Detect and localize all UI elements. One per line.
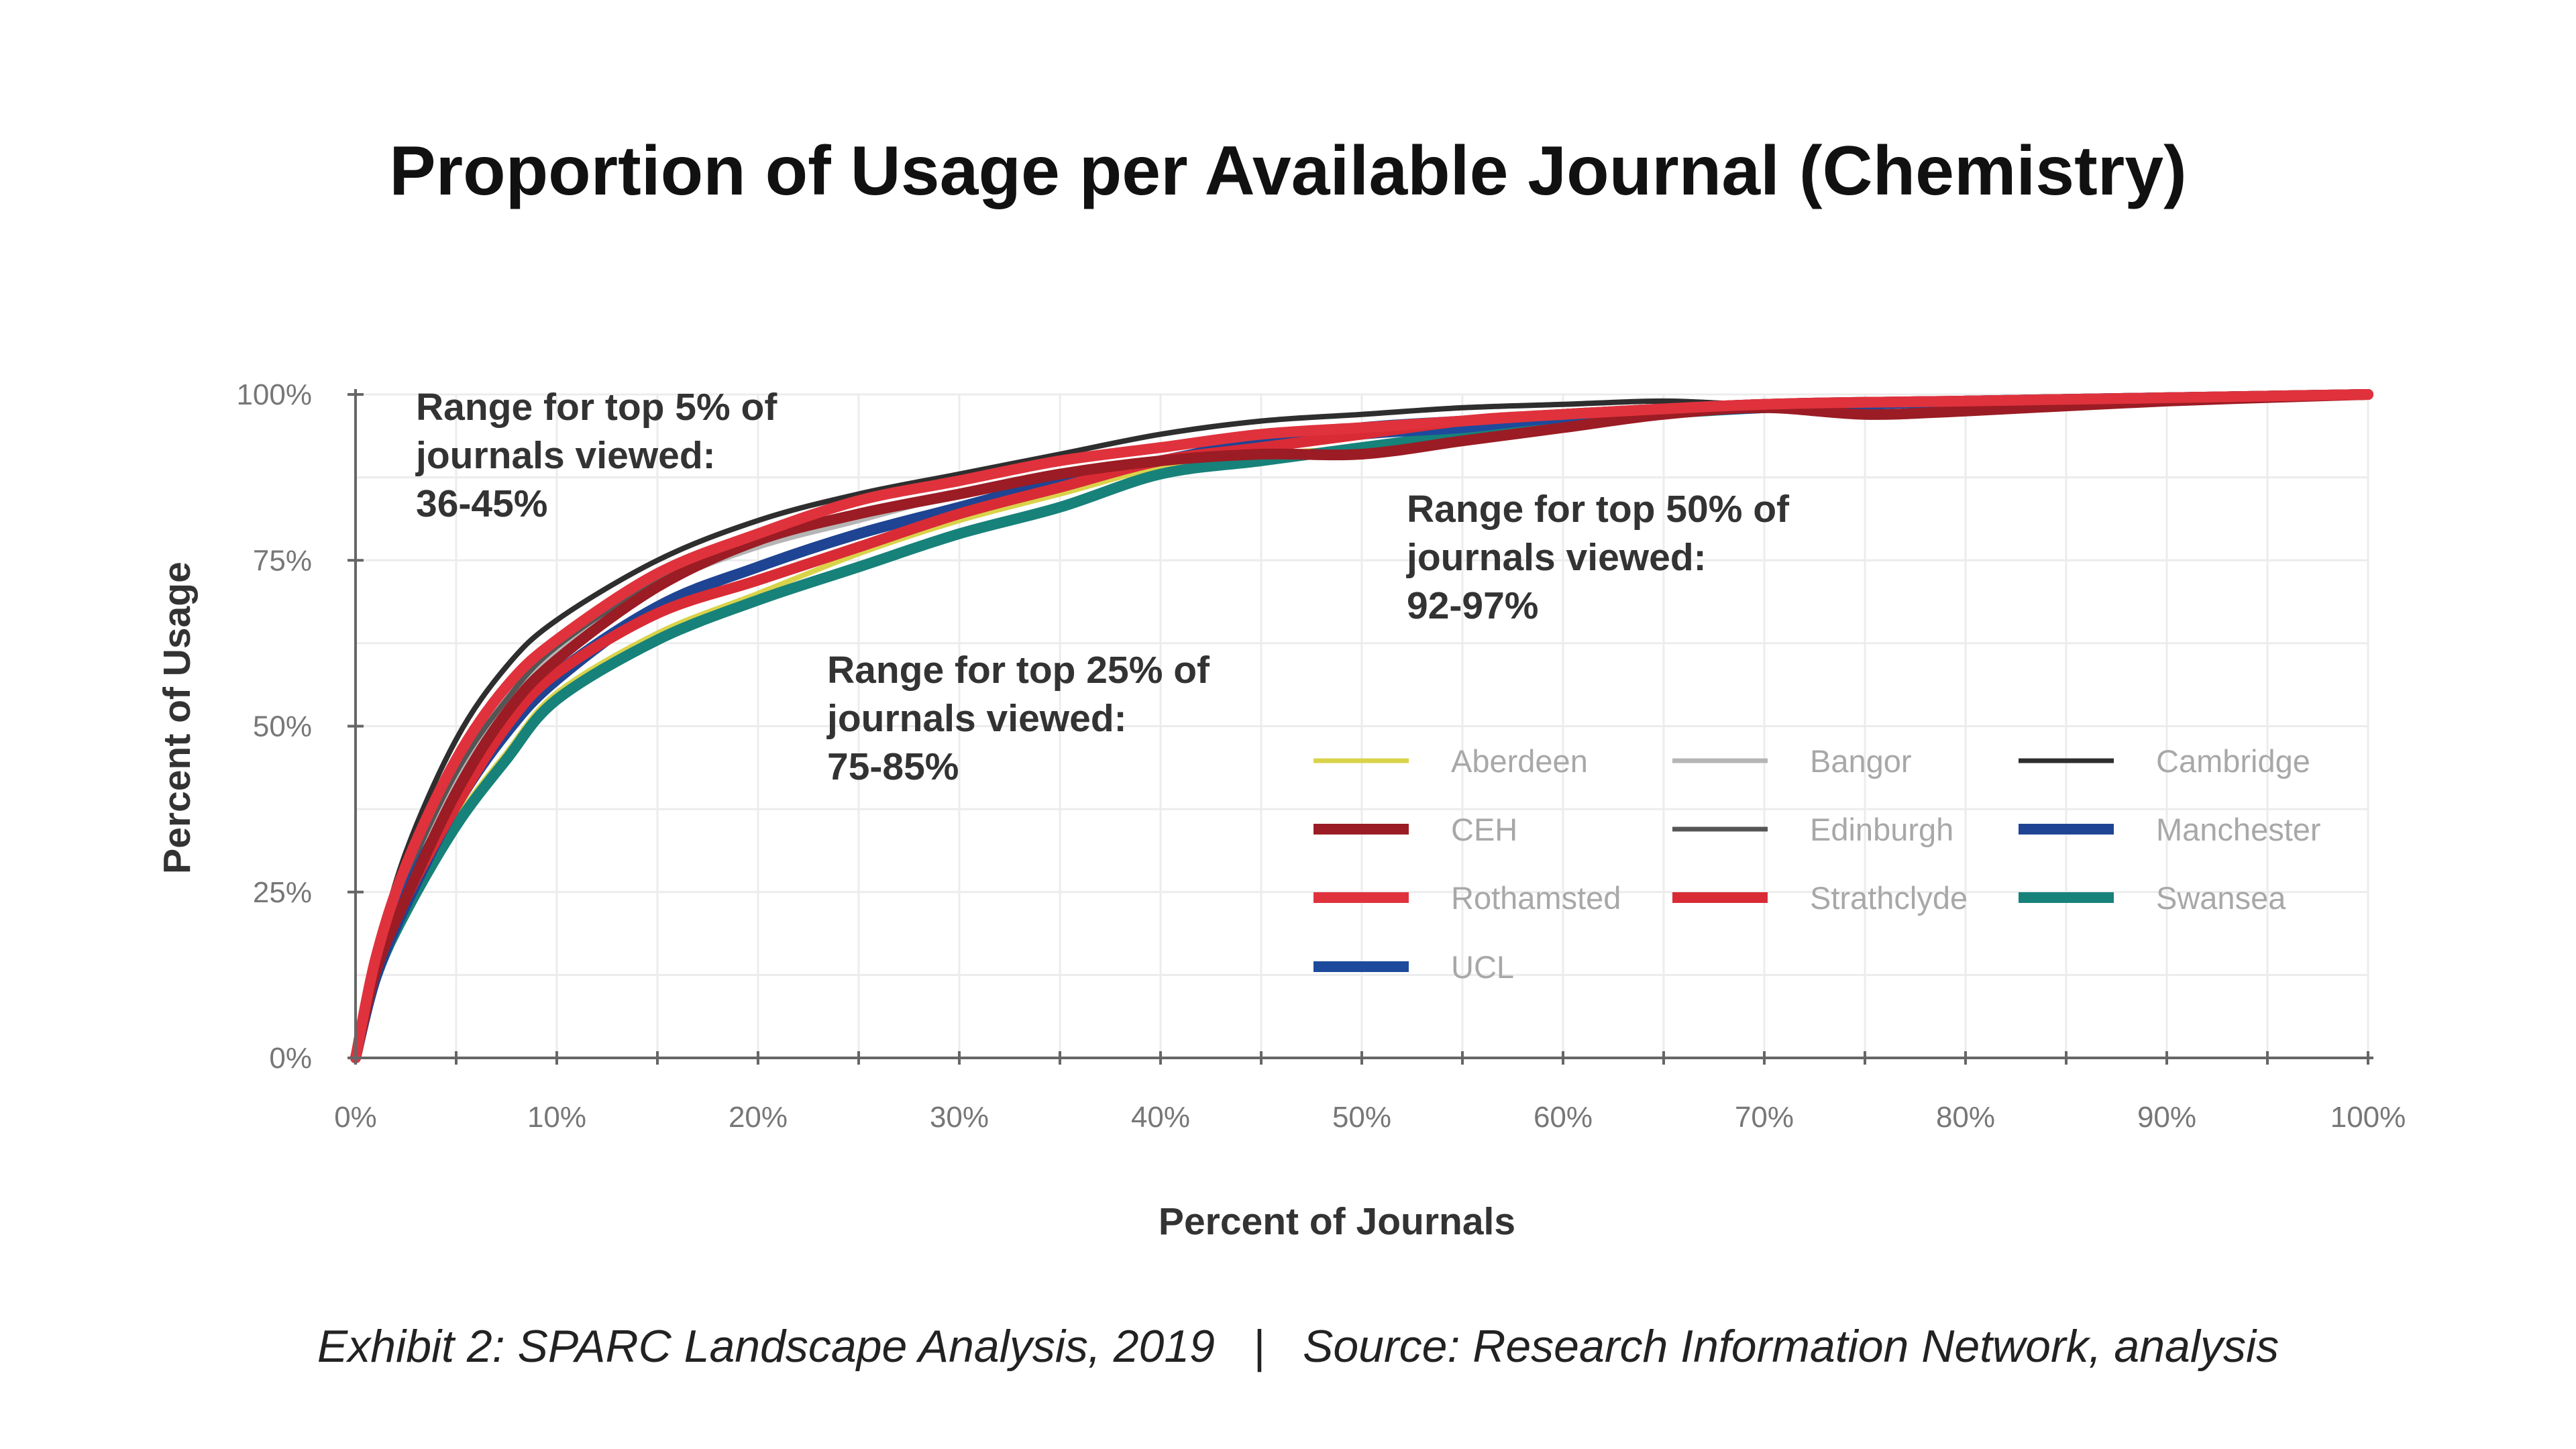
series-line-rothamsted <box>350 389 2373 1063</box>
x-tick-label: 80% <box>1936 1101 1995 1134</box>
legend-label-aberdeen: Aberdeen <box>1451 743 1588 779</box>
annotations: Range for top 5% of journals viewed: 36-45… <box>415 386 1790 788</box>
axes: 0% 10% 20% 30% 40% 50% 60% 70% 80% 90% 100% 0% 25% 50… <box>236 378 2406 1134</box>
x-axis-label: Percent of Journals <box>1159 1200 1515 1243</box>
y-tick-label: 0% <box>269 1042 312 1075</box>
y-tick-label: 50% <box>253 710 312 743</box>
annotation-1: Range for top 5% of journals viewed: 36-45… <box>415 386 777 525</box>
y-tick-label: 100% <box>236 378 312 411</box>
series-lines <box>350 389 2373 1063</box>
legend-label-ceh: CEH <box>1451 812 1517 847</box>
legend-label-rothamsted: Rothamsted <box>1451 880 1621 916</box>
legend-label-edinburgh: Edinburgh <box>1810 812 1953 847</box>
x-tick-label: 0% <box>334 1101 377 1134</box>
legend-label-ucl: UCL <box>1451 949 1514 985</box>
annotation-2: Range for top 25% of journals viewed: 75-8… <box>826 649 1210 788</box>
x-tick-label: 50% <box>1332 1101 1391 1134</box>
legend: Aberdeen Bangor Cambridge CEH Edinburgh Manch… <box>1313 743 2321 985</box>
y-tick-label: 75% <box>253 544 312 577</box>
series-line-ceh <box>350 389 2373 1063</box>
legend-label-manchester: Manchester <box>2156 812 2321 847</box>
legend-label-strathclyde: Strathclyde <box>1810 880 1968 916</box>
footer-caption: Exhibit 2: SPARC Landscape Analysis, 201… <box>317 1321 2279 1372</box>
legend-label-cambridge: Cambridge <box>2156 743 2310 779</box>
x-tick-label: 100% <box>2330 1101 2406 1134</box>
x-tick-label: 10% <box>527 1101 586 1134</box>
x-tick-label: 60% <box>1534 1101 1593 1134</box>
x-tick-label: 30% <box>930 1101 989 1134</box>
y-tick-label: 25% <box>253 876 312 909</box>
x-tick-label: 20% <box>729 1101 788 1134</box>
legend-label-bangor: Bangor <box>1810 743 1912 779</box>
x-tick-label: 90% <box>2137 1101 2196 1134</box>
y-axis-label: Percent of Usage <box>156 561 199 874</box>
annotation-3: Range for top 50% of journals viewed: 92-9… <box>1406 488 1790 627</box>
x-tick-label: 70% <box>1735 1101 1794 1134</box>
x-tick-label: 40% <box>1131 1101 1190 1134</box>
grid <box>354 393 2369 1059</box>
chart-title: Proportion of Usage per Available Journa… <box>389 132 2186 210</box>
legend-label-swansea: Swansea <box>2156 880 2286 916</box>
